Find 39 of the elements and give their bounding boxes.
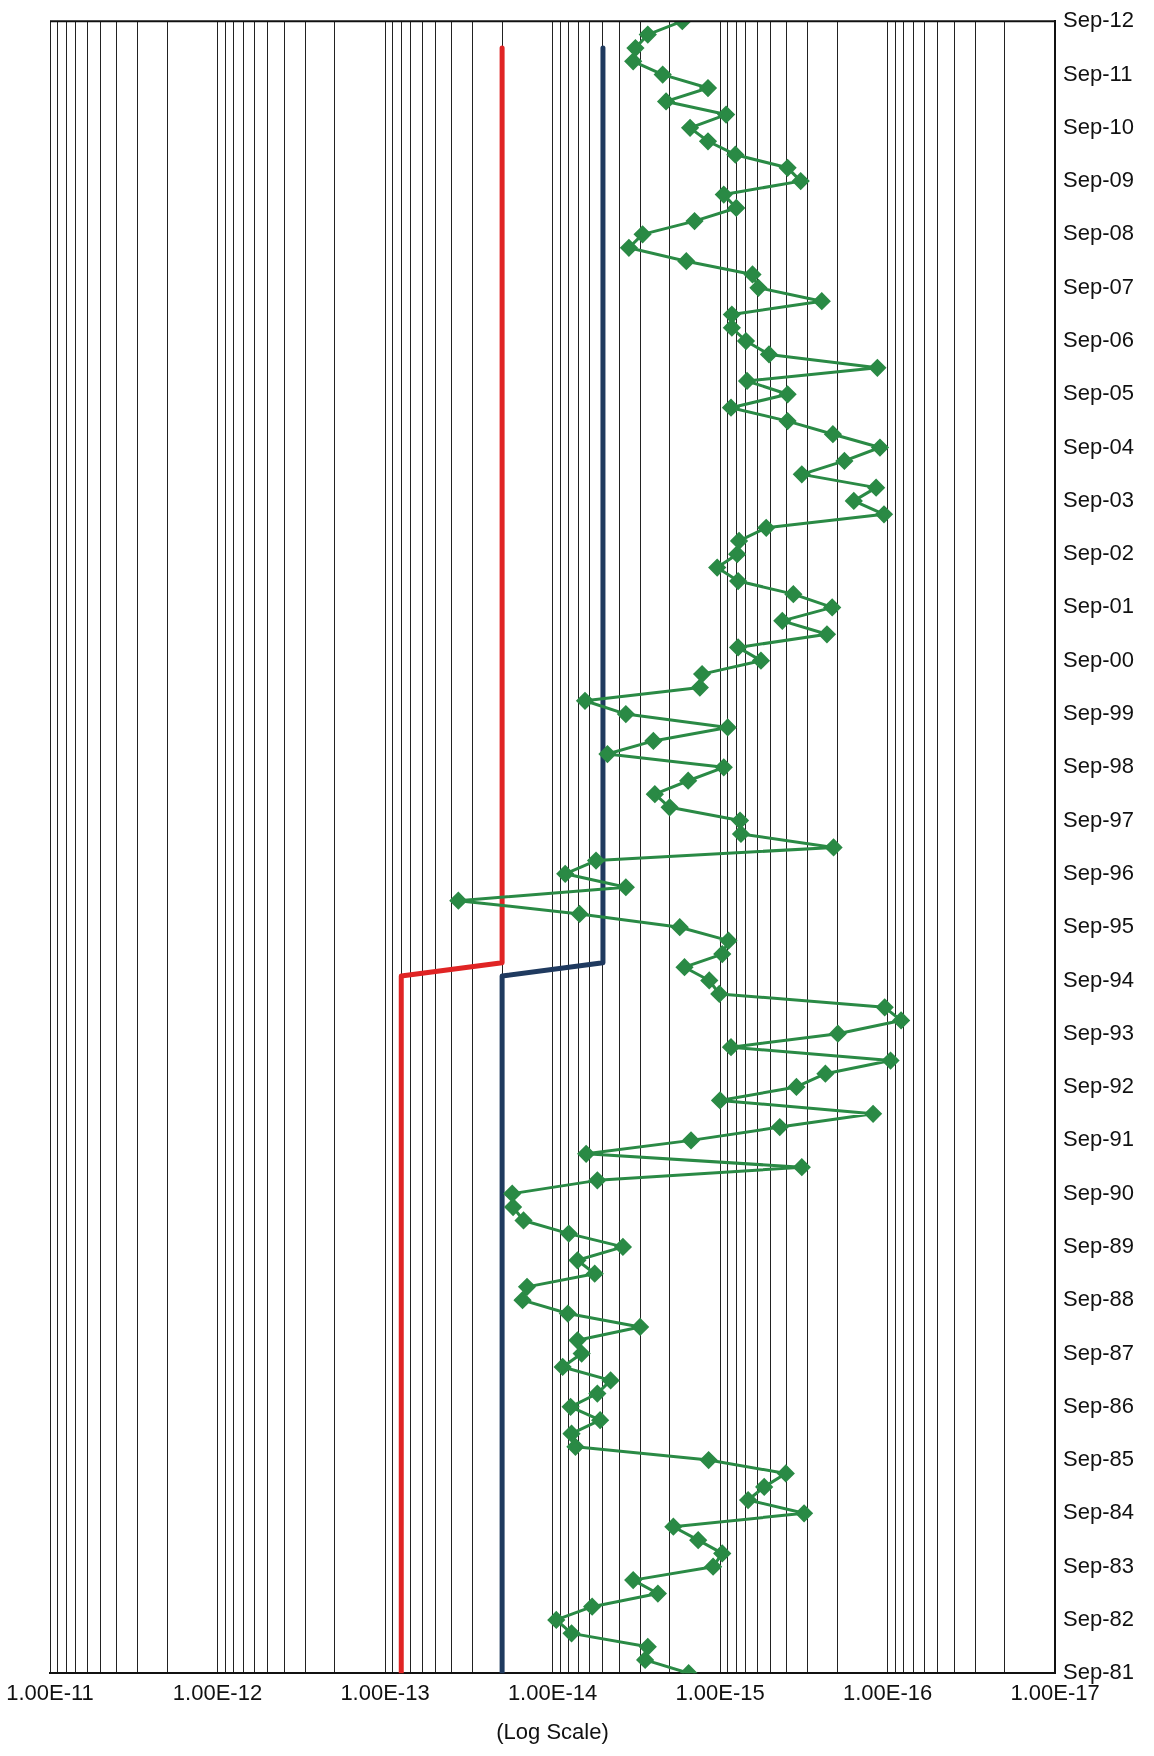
y-tick-label: Sep-91 [1063, 1126, 1135, 1152]
x-tick-label: 1.00E-14 [507, 1680, 598, 1706]
y-tick-label: Sep-86 [1063, 1392, 1135, 1418]
y-tick-label: Sep-10 [1063, 113, 1135, 139]
x-tick-label: 1.00E-15 [675, 1680, 765, 1706]
x-tick-label: 1.00E-16 [842, 1680, 933, 1706]
x-axis-title: (Log Scale) [496, 1718, 609, 1744]
y-tick-label: Sep-84 [1063, 1499, 1135, 1525]
y-tick-label: Sep-04 [1063, 433, 1135, 459]
y-tick-label: Sep-89 [1063, 1232, 1135, 1258]
y-tick-label: Sep-93 [1063, 1019, 1135, 1045]
x-tick-label: 1.00E-13 [340, 1680, 430, 1706]
y-tick-label: Sep-09 [1063, 167, 1135, 193]
y-tick-label: Sep-87 [1063, 1339, 1135, 1365]
y-tick-label: Sep-02 [1063, 540, 1135, 566]
y-tick-label: Sep-03 [1063, 486, 1135, 512]
y-tick-label: Sep-06 [1063, 327, 1135, 353]
y-tick-label: Sep-83 [1063, 1552, 1135, 1578]
y-tick-label: Sep-01 [1063, 593, 1135, 619]
y-tick-label: Sep-05 [1063, 380, 1135, 406]
y-tick-label: Sep-00 [1063, 646, 1135, 672]
y-tick-label: Sep-96 [1063, 859, 1135, 885]
y-tick-label: Sep-90 [1063, 1179, 1135, 1205]
y-tick-label: Sep-94 [1063, 966, 1135, 992]
y-tick-label: Sep-97 [1063, 806, 1135, 832]
y-tick-label: Sep-81 [1063, 1659, 1135, 1685]
y-tick-label: Sep-98 [1063, 753, 1135, 779]
y-tick-label: Sep-82 [1063, 1606, 1135, 1632]
y-tick-label: Sep-99 [1063, 700, 1135, 726]
x-tick-label: 1.00E-11 [6, 1680, 94, 1706]
y-tick-label: Sep-92 [1063, 1073, 1135, 1099]
y-tick-label: Sep-08 [1063, 220, 1135, 246]
y-tick-label: Sep-07 [1063, 273, 1135, 299]
y-tick-label: Sep-85 [1063, 1446, 1135, 1472]
y-tick-label: Sep-11 [1063, 60, 1133, 86]
y-tick-label: Sep-95 [1063, 913, 1135, 939]
y-tick-label: Sep-88 [1063, 1286, 1135, 1312]
y-tick-label: Sep-12 [1063, 7, 1135, 33]
x-tick-label: 1.00E-12 [172, 1680, 263, 1706]
